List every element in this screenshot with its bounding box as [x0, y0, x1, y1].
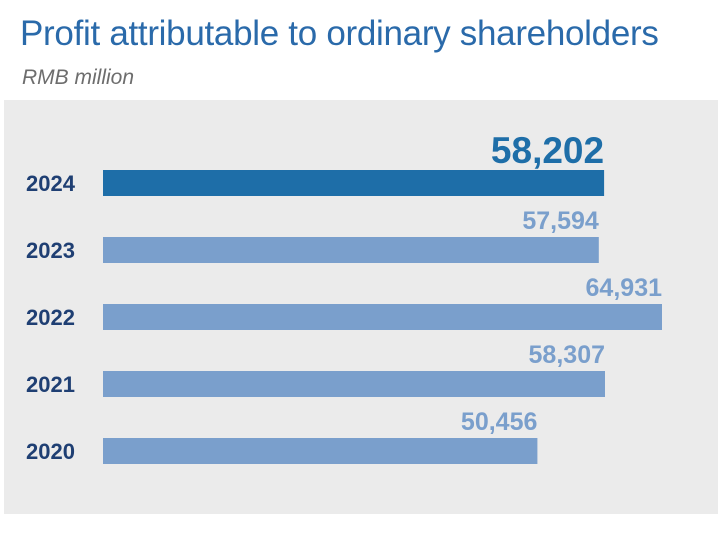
chart-title: Profit attributable to ordinary sharehol…	[20, 14, 659, 53]
year-label-2024: 2024	[26, 171, 76, 196]
value-label-2020: 50,456	[461, 408, 537, 436]
year-label-2020: 2020	[26, 439, 75, 464]
year-label-2021: 2021	[26, 372, 75, 397]
bar-2021	[103, 371, 605, 397]
year-label-2022: 2022	[26, 305, 75, 330]
value-label-2024: 58,202	[491, 130, 604, 171]
chart-unit-subtitle: RMB million	[22, 66, 135, 89]
bar-2024	[103, 170, 605, 196]
value-label-2023: 57,594	[522, 207, 599, 235]
bar-2020	[103, 438, 538, 464]
value-label-2022: 64,931	[586, 274, 663, 302]
bar-2023	[103, 237, 599, 263]
value-label-2021: 58,307	[529, 341, 605, 369]
year-label-2023: 2023	[26, 238, 75, 263]
chart-header: Profit attributable to ordinary sharehol…	[0, 0, 718, 100]
bar-2022	[103, 304, 662, 330]
